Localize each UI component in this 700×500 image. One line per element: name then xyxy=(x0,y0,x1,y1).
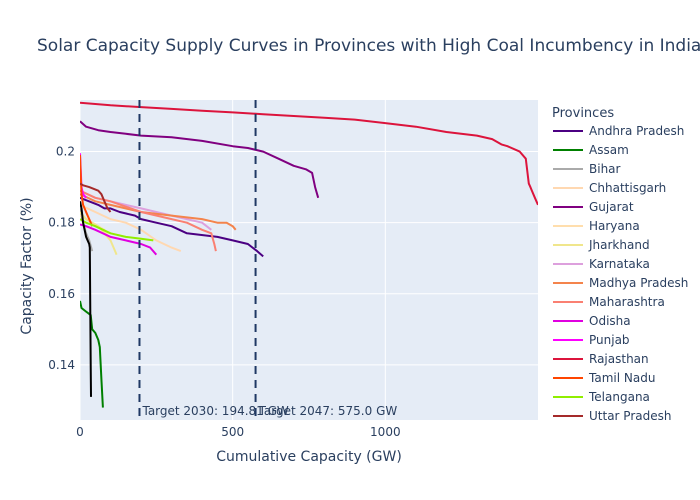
series-line-tamil-nadu xyxy=(80,155,94,227)
legend-item-odisha: Odisha xyxy=(589,314,631,328)
y-axis-title: Capacity Factor (%) xyxy=(19,197,35,334)
legend: Provinces Andhra Pradesh Assam Bihar Chhatt… xyxy=(552,106,688,423)
tick-labels: 0 500 1000 0.14 0.16 0.18 0.2 xyxy=(48,145,400,439)
legend-item-punjab: Punjab xyxy=(589,333,630,347)
legend-item-andhra-pradesh: Andhra Pradesh xyxy=(589,124,684,138)
legend-item-rajasthan: Rajasthan xyxy=(589,352,649,366)
legend-item-gujarat: Gujarat xyxy=(589,200,634,214)
series-line-assam xyxy=(80,300,104,408)
legend-item-tamil-nadu: Tamil Nadu xyxy=(588,371,655,385)
series-line-chhattisgarh xyxy=(80,203,182,253)
legend-item-jharkhand: Jharkhand xyxy=(588,238,650,252)
series-line-gujarat xyxy=(80,120,320,199)
legend-item-assam: Assam xyxy=(589,143,629,157)
x-axis-title: Cumulative Capacity (GW) xyxy=(216,449,402,465)
legend-item-maharashtra: Maharashtra xyxy=(589,295,665,309)
legend-item-bihar: Bihar xyxy=(589,162,621,176)
chart-title: Solar Capacity Supply Curves in Province… xyxy=(37,36,700,56)
x-tick-label: 500 xyxy=(221,425,244,439)
target-label-1: Target 2047: 575.0 GW xyxy=(258,404,398,418)
plot-area xyxy=(80,100,538,420)
legend-title: Provinces xyxy=(552,106,614,121)
legend-item-madhya-pradesh: Madhya Pradesh xyxy=(589,276,688,290)
y-tick-label: 0.16 xyxy=(48,287,75,301)
series-line-unlabeled-16 xyxy=(80,201,92,397)
y-tick-label: 0.14 xyxy=(48,358,75,372)
series-line-madhya-pradesh xyxy=(80,193,237,231)
legend-item-karnataka: Karnataka xyxy=(589,257,650,271)
legend-item-chhattisgarh: Chhattisgarh xyxy=(589,181,666,195)
x-tick-label: 1000 xyxy=(370,425,401,439)
series-line-odisha xyxy=(80,223,158,256)
series-line-telangana xyxy=(80,218,154,242)
y-tick-label: 0.18 xyxy=(48,216,75,230)
series-lines xyxy=(80,101,538,408)
y-tick-label: 0.2 xyxy=(56,145,75,159)
x-tick-label: 0 xyxy=(76,425,84,439)
legend-item-uttar-pradesh: Uttar Pradesh xyxy=(589,409,671,423)
legend-item-haryana: Haryana xyxy=(589,219,640,233)
series-line-rajasthan xyxy=(80,101,538,206)
series-line-uttar-pradesh xyxy=(80,182,112,213)
legend-item-telangana: Telangana xyxy=(588,390,650,404)
target-label-0: Target 2030: 194.81 GW xyxy=(141,404,288,418)
